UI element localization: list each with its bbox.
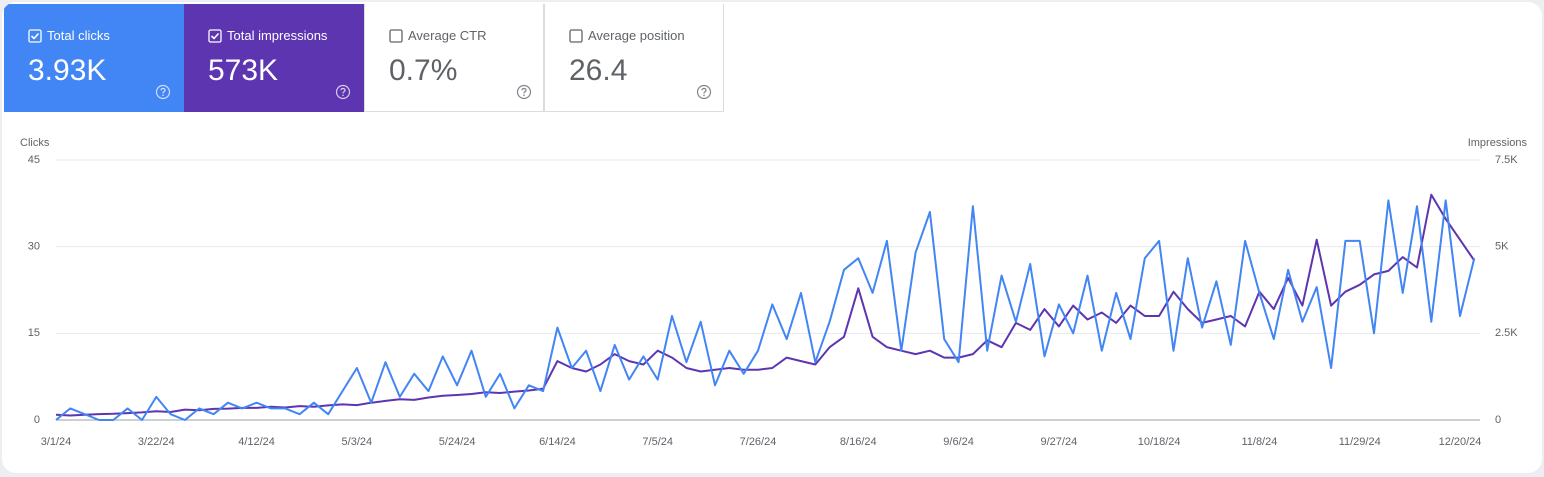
help-icon[interactable] xyxy=(516,84,532,100)
checkbox-box xyxy=(389,29,403,43)
help-circle xyxy=(335,84,351,100)
x-tick-label: 9/27/24 xyxy=(1041,436,1078,448)
checkbox[interactable] xyxy=(569,29,583,43)
help-dot xyxy=(342,94,344,97)
help-circle xyxy=(155,84,171,100)
metric-label: Total clicks xyxy=(47,28,110,43)
x-tick-label: 7/26/24 xyxy=(740,436,777,448)
x-tick-label: 5/3/24 xyxy=(342,436,373,448)
y-tick-label: 0 xyxy=(34,414,40,426)
metric-card[interactable]: Total clicks 3.93K xyxy=(4,4,184,112)
y-tick-label: 15 xyxy=(28,327,40,339)
help-dot xyxy=(703,94,705,97)
checkbox-box xyxy=(569,29,583,43)
metric-card[interactable]: Average position 26.4 xyxy=(544,4,724,112)
checkbox-check xyxy=(30,32,40,40)
x-tick-label: 11/29/24 xyxy=(1339,436,1381,448)
checkbox-box xyxy=(208,29,222,43)
help-circle xyxy=(516,84,532,100)
help-mark xyxy=(340,87,346,94)
checkbox-box xyxy=(28,29,42,43)
x-tick-label: 8/16/24 xyxy=(840,436,877,448)
x-tick-label: 9/6/24 xyxy=(943,436,974,448)
help-mark xyxy=(160,87,166,94)
help-mark xyxy=(521,87,527,94)
x-tick-label: 3/1/24 xyxy=(41,436,72,448)
help-dot xyxy=(523,94,525,97)
y-tick-label: 30 xyxy=(28,241,40,253)
metric-value: 0.7% xyxy=(389,54,458,87)
series-line xyxy=(55,199,1476,421)
help-icon[interactable] xyxy=(155,84,171,100)
y2-tick-label: 0 xyxy=(1495,414,1501,426)
y2-tick-label: 5K xyxy=(1495,241,1509,253)
metric-label: Average CTR xyxy=(408,28,487,43)
x-tick-label: 4/12/24 xyxy=(238,436,275,448)
x-tick-label: 11/8/24 xyxy=(1241,436,1277,448)
metric-card[interactable]: Average CTR 0.7% xyxy=(364,4,544,112)
metric-label: Total impressions xyxy=(227,28,328,43)
help-icon[interactable] xyxy=(335,84,351,100)
metric-value: 26.4 xyxy=(569,54,628,87)
x-tick-label: 6/14/24 xyxy=(539,436,576,448)
checkbox-check xyxy=(210,32,220,40)
x-tick-label: 12/20/24 xyxy=(1439,436,1482,448)
x-tick-label: 7/5/24 xyxy=(642,436,673,448)
x-tick-label: 5/24/24 xyxy=(439,436,476,448)
metric-label: Average position xyxy=(588,28,685,43)
y2-axis-title: Impressions xyxy=(1468,137,1528,149)
metric-value: 3.93K xyxy=(28,54,107,87)
metric-card[interactable]: Total impressions 573K xyxy=(184,4,364,112)
help-circle xyxy=(696,84,712,100)
x-tick-label: 3/22/24 xyxy=(138,436,175,448)
help-icon[interactable] xyxy=(696,84,712,100)
y2-tick-label: 2.5K xyxy=(1495,327,1518,339)
y2-tick-label: 7.5K xyxy=(1495,154,1518,166)
metric-value: 573K xyxy=(208,54,279,87)
series-line xyxy=(55,193,1476,417)
checkbox[interactable] xyxy=(208,29,222,43)
y-axis-title: Clicks xyxy=(20,137,50,149)
x-tick-label: 10/18/24 xyxy=(1138,436,1181,448)
checkbox[interactable] xyxy=(28,29,42,43)
help-mark xyxy=(701,87,707,94)
y-tick-label: 45 xyxy=(28,154,40,166)
help-dot xyxy=(162,94,164,97)
checkbox[interactable] xyxy=(389,29,403,43)
